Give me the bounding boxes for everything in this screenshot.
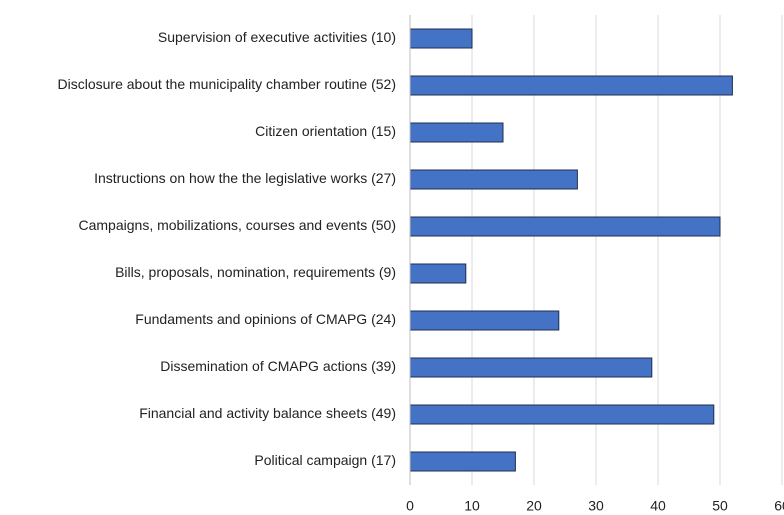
x-tick-label: 20 xyxy=(526,498,542,514)
x-tick-label: 10 xyxy=(464,498,480,514)
bar xyxy=(409,75,733,96)
y-tick-label: Citizen orientation (15) xyxy=(255,123,396,139)
bar xyxy=(409,28,473,49)
y-tick-label: Financial and activity balance sheets (4… xyxy=(139,405,396,421)
x-tick-label: 40 xyxy=(650,498,666,514)
x-tick-label: 0 xyxy=(406,498,414,514)
bar xyxy=(409,122,504,143)
y-tick-label: Campaigns, mobilizations, courses and ev… xyxy=(79,217,397,233)
x-tick-label: 50 xyxy=(712,498,728,514)
y-tick-label: Political campaign (17) xyxy=(254,452,396,468)
y-tick-label: Bills, proposals, nomination, requiremen… xyxy=(115,264,396,280)
bar xyxy=(409,357,653,378)
bar xyxy=(409,263,467,284)
x-tick-label: 60 xyxy=(774,498,784,514)
y-tick-label: Disclosure about the municipality chambe… xyxy=(58,76,397,92)
bar xyxy=(409,310,560,331)
bar xyxy=(409,451,516,472)
bar xyxy=(409,404,715,425)
x-tick-label: 30 xyxy=(588,498,604,514)
y-tick-label: Fundaments and opinions of CMAPG (24) xyxy=(135,311,396,327)
y-tick-label: Instructions on how the the legislative … xyxy=(94,170,396,186)
bar xyxy=(409,216,721,237)
bar xyxy=(409,169,578,190)
y-tick-label: Supervision of executive activities (10) xyxy=(158,29,396,45)
y-tick-label: Dissemination of CMAPG actions (39) xyxy=(160,358,396,374)
